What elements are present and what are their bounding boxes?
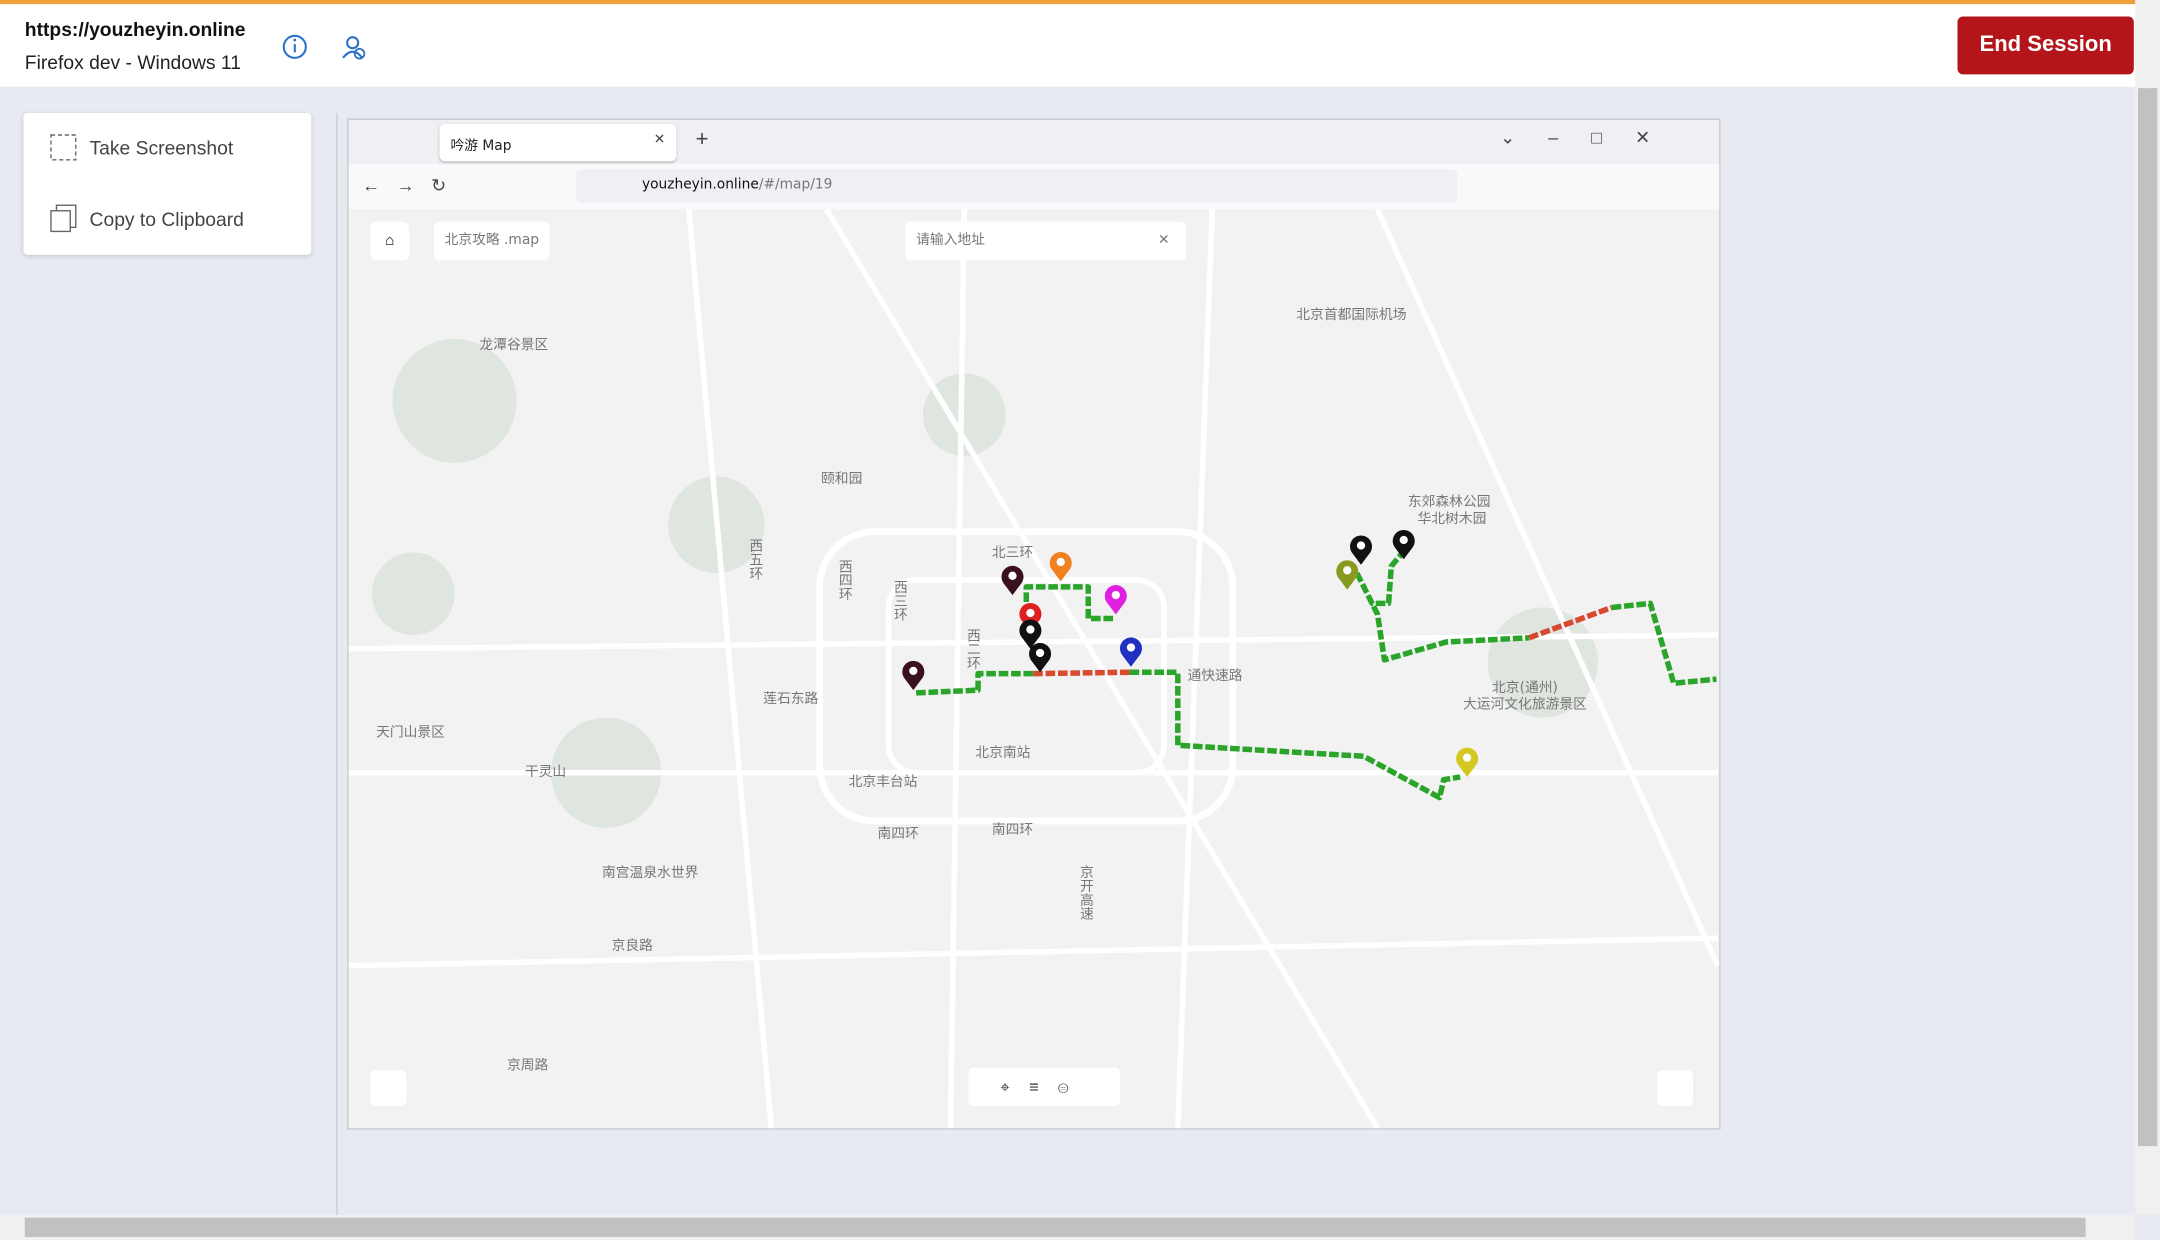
map-title[interactable]: 北京攻略 .map	[433, 221, 550, 261]
map-label: 西二环	[963, 628, 979, 670]
map[interactable]	[348, 209, 1720, 1129]
marker	[1392, 529, 1415, 560]
divider	[336, 112, 338, 1215]
ring-road	[816, 528, 1237, 825]
home-button[interactable]: ⌂	[370, 221, 410, 261]
session-icons[interactable]	[280, 32, 376, 65]
map-label: 通快速路	[1187, 668, 1243, 684]
route	[1129, 669, 1461, 801]
v-scrollbar[interactable]	[2135, 0, 2160, 1215]
road	[1375, 209, 1720, 967]
map-label: 北京丰台站	[848, 774, 918, 791]
marker	[1456, 747, 1479, 777]
marker-dot	[1026, 608, 1035, 618]
delete-button[interactable]	[370, 1070, 407, 1107]
marker-dot	[1008, 571, 1017, 580]
marker-dot	[1356, 541, 1366, 550]
tab-title: 吟游 Map	[450, 139, 512, 155]
marker-dot	[1035, 648, 1045, 658]
park	[371, 552, 455, 636]
session-url: https://youzheyin.online	[24, 17, 246, 40]
marker	[1349, 535, 1373, 565]
marker	[1336, 560, 1359, 590]
address-host: youzheyin.online	[641, 177, 759, 193]
map-label: 北京南站	[975, 745, 1031, 762]
route	[1023, 584, 1116, 622]
marker-dot	[1462, 753, 1472, 762]
route	[1370, 547, 1408, 607]
map-label: 天门山景区	[376, 725, 445, 741]
ring-road	[885, 577, 1167, 776]
marker	[902, 660, 925, 691]
map-label: 北京(通州)	[1492, 681, 1558, 697]
session-browser: Firefox dev - Windows 11	[24, 50, 241, 74]
map-label: 龙潭谷景区	[479, 338, 549, 354]
clipboard-icon	[50, 204, 77, 233]
park	[392, 338, 517, 463]
map-label: 颐和园	[821, 471, 863, 487]
park	[922, 373, 1006, 456]
copy-to-clipboard[interactable]: Copy to Clipboard	[89, 208, 244, 231]
marker-dot	[1399, 535, 1408, 545]
map-labels: 北京首都国际机场 龙潭谷景区 颐和园 北三环 东郊森林公园 华北树木园 莲石东路 北京南站 北京…	[349, 209, 1720, 1128]
tools-panel: Take Screenshot Copy to Clipboard	[23, 112, 312, 255]
map-label: 大运河文化旅游景区	[1462, 697, 1587, 713]
toolbar: ←→↻ youzheyin.online/#/map/19	[348, 163, 1720, 210]
marker-dot	[1111, 590, 1120, 600]
map-label: 南四环	[877, 827, 919, 843]
address-path: /#/map/19	[758, 177, 833, 193]
route	[1528, 604, 1613, 641]
road	[947, 209, 968, 1129]
road	[1175, 209, 1215, 1129]
map-label: 干灵山	[524, 765, 567, 781]
map-label: 华北树木园	[1417, 511, 1487, 527]
map-controls[interactable]: ⌖≡⊜	[968, 1067, 1120, 1107]
map-label: 北京首都国际机场	[1296, 307, 1407, 324]
map-label: 北三环	[991, 546, 1034, 562]
marker	[1119, 637, 1142, 667]
marker	[1001, 565, 1024, 596]
marker-dot	[909, 666, 918, 675]
map-label: 京周路	[506, 1058, 549, 1074]
map-label: 西五环	[745, 538, 762, 580]
road	[824, 209, 1380, 1129]
session-bar: https://youzheyin.online Firefox dev - W…	[0, 0, 2160, 87]
address: youzheyin.online/#/map/19	[642, 178, 832, 193]
route	[1611, 600, 1717, 687]
end-session-button[interactable]: End Session	[1957, 16, 2134, 75]
map-label: 南宫温泉水世界	[601, 865, 699, 881]
marker	[1104, 585, 1127, 615]
road	[686, 209, 775, 1129]
marker-dot	[1056, 557, 1065, 567]
marker-dot	[1126, 643, 1136, 652]
h-scrollbar[interactable]	[0, 1214, 2136, 1240]
browser-window: 吟游 Map ✕ + ⌄–□✕ ←→↻ youzheyin.online/#/ma…	[347, 118, 1721, 1130]
browser-tab[interactable]: 吟游 Map ✕	[439, 123, 677, 162]
map-label: 西三环	[890, 579, 906, 622]
map-label: 京良路	[611, 938, 653, 954]
search-box[interactable]: 请输入地址 ✕	[905, 221, 1187, 261]
marker	[1049, 551, 1072, 582]
map-label: 莲石东路	[763, 692, 819, 708]
marker	[1019, 602, 1042, 633]
screenshot-icon	[50, 134, 77, 161]
take-screenshot[interactable]: Take Screenshot	[89, 136, 234, 159]
map-label: 京开高速	[1076, 865, 1092, 921]
marker-dot	[1343, 566, 1352, 575]
marker	[1019, 619, 1042, 649]
search-placeholder: 请输入地址	[916, 232, 985, 248]
marker-dot	[1026, 625, 1035, 634]
map-label: 南四环	[991, 823, 1034, 839]
road	[348, 935, 1718, 969]
locate-button[interactable]	[1657, 1070, 1694, 1107]
route	[915, 670, 1034, 696]
map-label: 东郊森林公园	[1407, 495, 1491, 511]
address-bar[interactable]: youzheyin.online/#/map/19	[575, 169, 1458, 203]
marker	[1029, 642, 1052, 673]
route	[1033, 669, 1130, 677]
map-label: 西四环	[835, 559, 851, 601]
